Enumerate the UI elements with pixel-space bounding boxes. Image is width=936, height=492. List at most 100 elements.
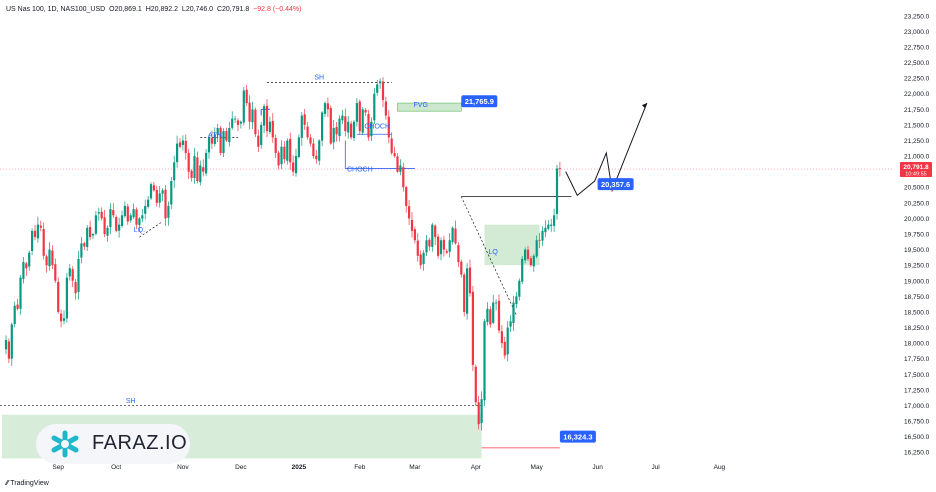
candle-body <box>393 153 396 157</box>
annotation-label: LQ. <box>134 227 145 234</box>
candle <box>51 245 54 270</box>
candle-body <box>297 137 300 158</box>
candle-body <box>141 215 144 219</box>
candle <box>277 150 280 170</box>
fvg-zone <box>397 102 462 112</box>
price-tick-label: 17,000.0 <box>904 403 930 410</box>
candle <box>506 321 509 362</box>
annotation-label: LQ <box>489 249 499 256</box>
candle <box>315 149 318 164</box>
price-tag-text: 16,324.3 <box>563 433 592 442</box>
candle-body <box>164 189 167 219</box>
price-tick-label: 18,750.0 <box>904 294 930 301</box>
price-tick-label: 23,000.0 <box>904 29 930 36</box>
price-tick-label: 21,500.0 <box>904 122 930 129</box>
time-axis[interactable]: Sep Oct Nov Dec 2025 Feb Mar Apr May Jun Jul Aug <box>52 464 725 471</box>
price-tag-text: 20,357.6 <box>601 180 630 189</box>
candle <box>248 95 251 130</box>
candle-body <box>486 308 489 323</box>
candle-body <box>106 227 109 236</box>
candle-body <box>312 143 315 157</box>
tradingview-brand[interactable]: ⁄⁄ TradingView <box>6 480 49 487</box>
candle <box>376 79 379 96</box>
candle-body <box>68 268 71 277</box>
price-tick-label: 22,250.0 <box>904 76 930 83</box>
annotation-label: CHOCH <box>347 167 373 174</box>
candle <box>141 208 144 223</box>
candle-body <box>544 227 547 233</box>
price-tick-label: 16,500.0 <box>904 434 930 441</box>
candle-body <box>271 120 274 138</box>
candle <box>355 98 358 127</box>
candle-body <box>553 215 556 226</box>
low-value: 20,746.0 <box>185 6 214 13</box>
candle <box>242 86 245 126</box>
candle <box>152 181 155 192</box>
candle-body <box>228 128 231 143</box>
candle-body <box>22 262 25 279</box>
candle-body <box>428 239 431 247</box>
time-tick-label: Feb <box>354 464 366 471</box>
candle-body <box>60 313 63 322</box>
candle <box>31 228 34 256</box>
candle-body <box>19 277 22 309</box>
price-tick-label: 18,250.0 <box>904 325 930 332</box>
candle <box>280 140 283 170</box>
candle <box>524 247 527 264</box>
candle-body <box>196 157 199 182</box>
high-value: 20,892.2 <box>150 6 179 13</box>
candle-body <box>242 90 245 123</box>
candle-body <box>364 109 367 113</box>
price-tick-label: 19,250.0 <box>904 263 930 270</box>
candle <box>460 259 463 278</box>
price-axis[interactable]: 16,250.0 16,500.0 16,750.0 17,000.0 17,250.0… <box>900 13 932 457</box>
candle <box>329 105 332 145</box>
candle-body <box>448 240 451 252</box>
candle <box>367 109 370 141</box>
candle <box>381 77 385 108</box>
candle-body <box>439 240 443 255</box>
candle-body <box>437 236 440 256</box>
candle-body <box>460 261 463 275</box>
candle <box>149 182 153 201</box>
candle-body <box>280 146 283 165</box>
candle <box>553 208 556 232</box>
candle <box>344 108 347 137</box>
candle <box>228 121 231 147</box>
candle-body <box>187 152 190 172</box>
candle <box>352 120 356 142</box>
symbol-name[interactable]: US Nas 100, 1D, NAS100_USD <box>6 6 106 13</box>
candle-body <box>167 205 170 218</box>
candle-body <box>457 245 460 263</box>
candle <box>289 132 292 170</box>
candle <box>202 159 205 177</box>
candle-body <box>205 152 208 174</box>
candle-body <box>155 189 158 203</box>
candle <box>48 242 51 271</box>
price-tick-label: 20,250.0 <box>904 200 930 207</box>
candle <box>4 335 8 355</box>
candle <box>103 209 106 238</box>
price-tick-label: 23,250.0 <box>904 13 930 20</box>
current-price-badge: 20,791.810:49:55 <box>900 162 932 178</box>
projection-path <box>565 102 648 197</box>
candle <box>94 211 97 236</box>
candle <box>480 391 483 431</box>
candle <box>97 207 100 221</box>
candle-body <box>263 106 266 126</box>
candle <box>477 395 480 430</box>
candle <box>384 96 387 120</box>
candle <box>457 242 460 268</box>
candle <box>408 200 411 225</box>
open-label: O <box>109 6 115 13</box>
annotation-label: SH <box>126 398 136 405</box>
candle-body <box>454 228 457 244</box>
candle <box>500 325 503 349</box>
candle-body <box>199 165 202 183</box>
candle-body <box>376 84 379 93</box>
annotation-label: SH <box>314 75 324 82</box>
candle <box>306 122 309 140</box>
candle-body <box>509 321 512 327</box>
candle <box>489 306 492 328</box>
